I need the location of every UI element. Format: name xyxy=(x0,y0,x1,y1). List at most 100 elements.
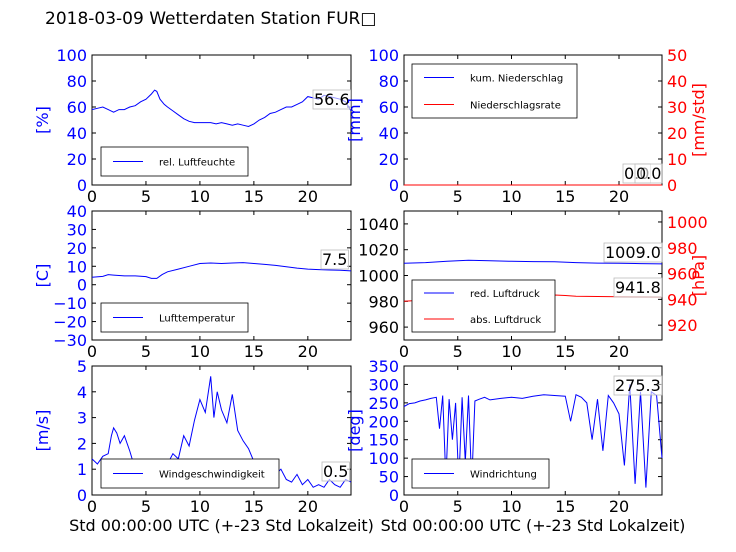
panel-humidity: rel. Luftfeuchte xyxy=(91,54,352,186)
y2-tick-label: 920 xyxy=(667,316,698,335)
legend-label: Lufttemperatur xyxy=(159,314,236,325)
y-tick-label: 60 xyxy=(67,98,87,117)
legend: Windgeschwindigkeit xyxy=(100,458,280,489)
y2-tick-label: 30 xyxy=(667,98,687,117)
x-tick-label: 20 xyxy=(609,187,629,206)
y-tick-label: 5 xyxy=(77,357,87,376)
y-tick-label: 200 xyxy=(368,412,399,431)
y-tick-label: 4 xyxy=(77,383,87,402)
y-tick-label: 20 xyxy=(67,150,87,169)
y2-axis-label: [hPa] xyxy=(689,255,708,296)
x-tick-label: 0 xyxy=(87,342,97,361)
value-annotation: 7.5 xyxy=(322,250,347,269)
y-tick-label: 10 xyxy=(67,257,87,276)
legend-frame xyxy=(100,458,280,489)
value-annotation-box xyxy=(321,461,350,482)
value-annotation-box xyxy=(634,163,663,184)
legend-frame xyxy=(411,279,556,333)
legend-label: abs. Luftdruck xyxy=(470,315,541,326)
x-tick-label: 15 xyxy=(555,342,575,361)
x-tick-label: 0 xyxy=(87,497,97,516)
y-axis-label: [C] xyxy=(33,264,52,288)
x-tick-label: 5 xyxy=(141,187,151,206)
y2-tick-label: 1000 xyxy=(667,213,708,232)
y2-tick-label: 980 xyxy=(667,239,698,258)
value-annotation: 275.3 xyxy=(615,376,661,395)
value-annotation-box xyxy=(312,89,352,110)
y-tick-label: 100 xyxy=(368,46,399,65)
y-tick-label: 150 xyxy=(368,431,399,450)
value-annotation-box xyxy=(320,249,349,270)
x-tick-label: 5 xyxy=(453,342,463,361)
y-tick-label: 80 xyxy=(379,72,399,91)
y-tick-label: 1020 xyxy=(358,241,399,260)
value-annotation-box xyxy=(613,375,663,396)
y2-tick-label: 20 xyxy=(667,124,687,143)
x-axis-label: Std 00:00:00 UTC (+-23 Std Lokalzeit) xyxy=(69,516,374,535)
x-tick-label: 20 xyxy=(298,187,318,206)
legend-frame xyxy=(411,63,578,119)
y-tick-label: 40 xyxy=(67,124,87,143)
x-tick-label: 10 xyxy=(190,187,210,206)
panel-temperature: Lufttemperatur xyxy=(91,210,352,341)
x-tick-label: 5 xyxy=(453,187,463,206)
y-tick-label: −30 xyxy=(53,331,87,350)
panel-precipitation: kum. Niederschlag Niederschlagsrate xyxy=(403,54,663,186)
legend-label: red. Luftdruck xyxy=(470,289,540,300)
x-tick-label: 20 xyxy=(609,342,629,361)
y-tick-label: 980 xyxy=(368,292,399,311)
y-axis-label: [deg] xyxy=(345,409,364,452)
y-tick-label: 40 xyxy=(67,202,87,221)
y2-tick-label: 960 xyxy=(667,265,698,284)
series-line xyxy=(403,259,663,265)
y-tick-label: 2 xyxy=(77,434,87,453)
y-tick-label: 80 xyxy=(67,72,87,91)
x-tick-label: 10 xyxy=(190,497,210,516)
x-tick-label: 5 xyxy=(453,497,463,516)
x-tick-label: 0 xyxy=(87,187,97,206)
x-tick-label: 10 xyxy=(501,342,521,361)
legend: Lufttemperatur xyxy=(100,302,249,333)
x-tick-label: 0 xyxy=(399,187,409,206)
series-line xyxy=(91,89,352,128)
x-tick-label: 20 xyxy=(298,342,318,361)
panel-pressure: red. Luftdruck abs. Luftdruck xyxy=(403,210,663,341)
y-tick-label: 0 xyxy=(389,176,399,195)
x-tick-label: 15 xyxy=(244,497,264,516)
value-annotation: 1009.0 xyxy=(605,243,661,262)
y2-tick-label: 10 xyxy=(667,150,687,169)
x-tick-label: 10 xyxy=(501,497,521,516)
x-tick-label: 0 xyxy=(399,342,409,361)
y-tick-label: 100 xyxy=(368,449,399,468)
y-tick-label: 0 xyxy=(77,276,87,295)
y-tick-label: 0 xyxy=(77,486,87,505)
legend-label: Niederschlagsrate xyxy=(470,101,561,112)
y2-tick-label: 940 xyxy=(667,290,698,309)
series-line xyxy=(403,384,663,488)
y-tick-label: −10 xyxy=(53,294,87,313)
y-tick-label: 3 xyxy=(77,409,87,428)
y-tick-label: 20 xyxy=(379,150,399,169)
legend: rel. Luftfeuchte xyxy=(100,146,249,177)
legend: red. Luftdruck abs. Luftdruck xyxy=(411,279,556,333)
y2-tick-label: 50 xyxy=(667,46,687,65)
x-tick-label: 5 xyxy=(141,497,151,516)
y-tick-label: 1000 xyxy=(358,267,399,286)
value-annotation: 0.0 xyxy=(636,164,661,183)
y-tick-label: 0 xyxy=(389,486,399,505)
y-axis-label: [m/s] xyxy=(33,410,52,452)
y-tick-label: 960 xyxy=(368,318,399,337)
y2-tick-label: 40 xyxy=(667,72,687,91)
y-tick-label: 60 xyxy=(379,98,399,117)
y-tick-label: 1040 xyxy=(358,215,399,234)
x-tick-label: 5 xyxy=(141,342,151,361)
x-tick-label: 10 xyxy=(190,342,210,361)
y-tick-label: 250 xyxy=(368,394,399,413)
y-axis-label: [mm] xyxy=(345,98,364,142)
series-line xyxy=(91,262,352,279)
y-tick-label: −20 xyxy=(53,313,87,332)
x-tick-label: 0 xyxy=(399,497,409,516)
value-annotation: 941.8 xyxy=(615,278,661,297)
figure-title: 2018-03-09 Wetterdaten Station FUR□ xyxy=(45,9,377,29)
